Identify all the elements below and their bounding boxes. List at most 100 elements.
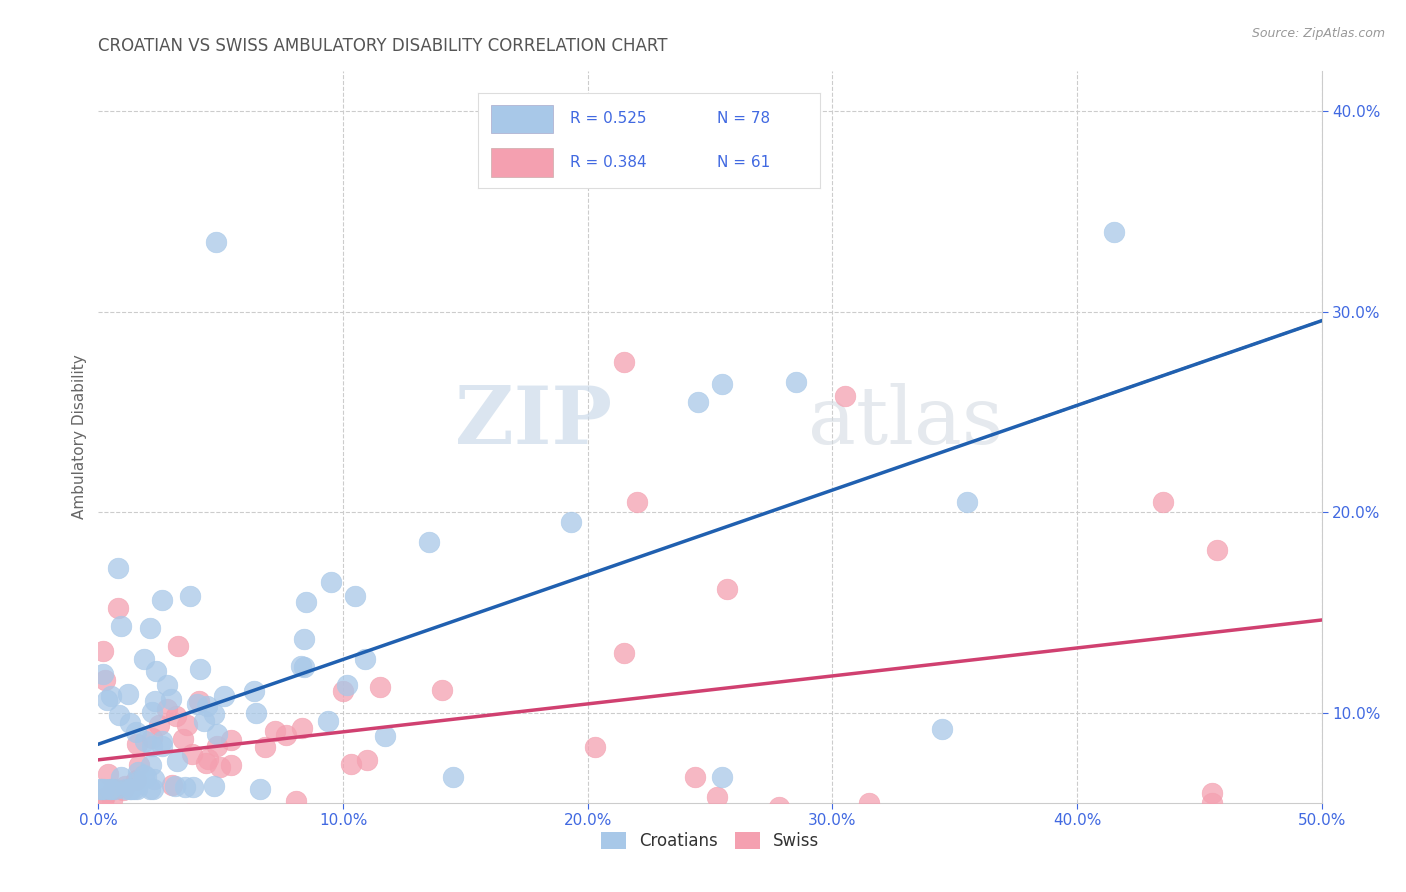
Point: [117, 687, 139, 701]
Point: [135, 770, 157, 784]
Point: [143, 772, 166, 786]
Point: [110, 618, 132, 632]
Point: [173, 780, 195, 794]
Point: [249, 781, 271, 796]
Text: atlas: atlas: [808, 384, 1002, 461]
Point: [100, 781, 122, 796]
Point: [336, 678, 359, 692]
Point: [127, 764, 149, 779]
Point: [93, 643, 115, 657]
Point: [132, 651, 155, 665]
Point: [254, 740, 277, 755]
Point: [202, 779, 225, 793]
Point: [141, 739, 163, 753]
Legend: Croatians, Swiss: Croatians, Swiss: [595, 825, 825, 856]
Point: [441, 770, 464, 784]
Point: [156, 702, 179, 716]
Point: [124, 781, 146, 796]
Point: [197, 752, 219, 766]
Point: [1152, 495, 1174, 509]
Point: [721, 815, 744, 830]
Point: [686, 395, 709, 409]
Point: [186, 697, 208, 711]
Point: [180, 747, 202, 761]
Point: [418, 535, 440, 549]
Point: [176, 717, 198, 731]
Point: [111, 782, 134, 797]
Y-axis label: Ambulatory Disability: Ambulatory Disability: [72, 355, 87, 519]
Point: [139, 621, 162, 635]
Point: [101, 793, 124, 807]
Point: [583, 740, 606, 755]
Point: [858, 796, 880, 810]
Point: [179, 589, 201, 603]
Point: [219, 758, 242, 772]
Point: [785, 375, 807, 389]
Point: [711, 770, 734, 784]
Point: [194, 756, 217, 771]
Point: [711, 376, 734, 391]
Point: [304, 812, 326, 826]
Point: [243, 683, 266, 698]
Point: [560, 515, 582, 529]
Point: [685, 770, 707, 784]
Point: [274, 728, 297, 742]
Point: [190, 662, 212, 676]
Point: [104, 781, 127, 796]
Point: [1201, 796, 1223, 810]
Point: [100, 689, 122, 703]
Point: [94, 673, 117, 688]
Point: [139, 758, 162, 772]
Point: [613, 355, 636, 369]
Point: [316, 714, 339, 729]
Point: [93, 790, 115, 805]
Point: [205, 739, 228, 753]
Point: [768, 799, 790, 814]
Point: [340, 757, 363, 772]
Point: [292, 632, 315, 646]
Point: [193, 714, 215, 728]
Point: [118, 716, 141, 731]
Point: [956, 495, 979, 509]
Point: [374, 729, 396, 743]
Point: [107, 560, 129, 574]
Point: [141, 705, 163, 719]
Point: [188, 815, 211, 830]
Point: [124, 772, 146, 787]
Point: [120, 781, 142, 796]
Point: [165, 780, 187, 794]
Point: [263, 724, 285, 739]
Point: [245, 706, 267, 721]
Point: [1206, 543, 1229, 558]
Point: [172, 732, 194, 747]
Point: [219, 733, 242, 747]
Point: [145, 694, 167, 708]
Point: [1102, 225, 1125, 239]
Point: [187, 694, 209, 708]
Text: ZIP: ZIP: [456, 384, 612, 461]
Point: [141, 731, 163, 745]
Text: CROATIAN VS SWISS AMBULATORY DISABILITY CORRELATION CHART: CROATIAN VS SWISS AMBULATORY DISABILITY …: [98, 37, 668, 54]
Point: [207, 727, 229, 741]
Point: [118, 815, 141, 830]
Point: [97, 767, 120, 781]
Point: [128, 758, 150, 772]
Point: [262, 815, 284, 830]
Point: [716, 582, 738, 597]
Point: [155, 678, 177, 692]
Point: [167, 639, 190, 653]
Point: [1201, 786, 1223, 800]
Point: [356, 753, 378, 767]
Point: [291, 722, 314, 736]
Point: [115, 781, 138, 796]
Point: [344, 589, 367, 603]
Point: [834, 389, 856, 403]
Point: [290, 658, 312, 673]
Point: [148, 718, 170, 732]
Point: [432, 682, 454, 697]
Point: [125, 737, 148, 751]
Point: [108, 708, 131, 723]
Point: [107, 600, 129, 615]
Point: [90, 781, 112, 796]
Point: [353, 652, 375, 666]
